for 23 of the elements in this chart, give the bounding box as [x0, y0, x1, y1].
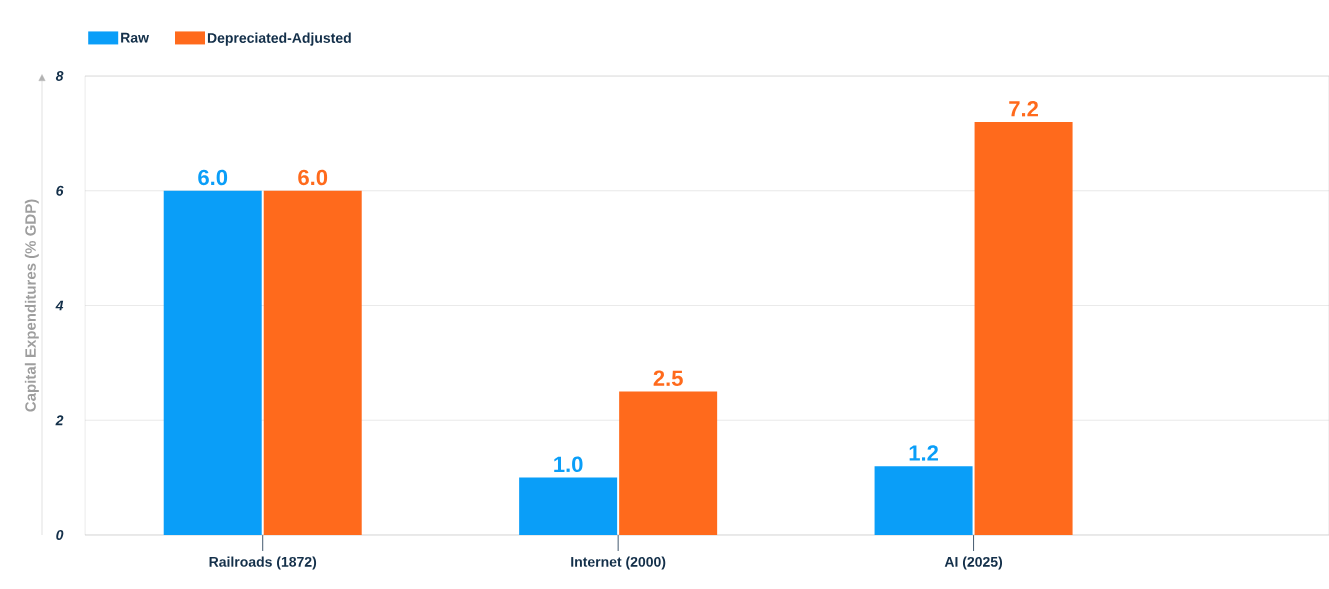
- bar: [619, 391, 718, 535]
- bar: [974, 121, 1073, 535]
- data-label: 6.0: [198, 169, 228, 186]
- y-tick-label: 8: [55, 71, 64, 81]
- data-label: 6.0: [298, 169, 328, 186]
- x-tick-label: AI (2025): [944, 556, 1003, 570]
- legend-label: Raw: [121, 32, 150, 43]
- data-label: 2.5: [653, 370, 683, 387]
- x-tick-label: Internet (2000): [571, 556, 666, 570]
- y-tick-label: 0: [56, 530, 64, 540]
- x-tick-label: Railroads (1872): [209, 556, 317, 570]
- data-label: 1.0: [554, 456, 583, 473]
- data-label: 1.2: [909, 445, 938, 461]
- bar: [263, 190, 362, 535]
- bar: [874, 466, 973, 535]
- data-label: 7.2: [1009, 100, 1038, 117]
- bar: [163, 190, 262, 535]
- y-axis-title: Capital Expenditures (% GDP): [24, 199, 39, 412]
- y-tick-label: 2: [55, 415, 64, 426]
- legend-label: Depreciated-Adjusted: [207, 32, 351, 46]
- y-tick-label: 4: [55, 300, 64, 311]
- bar: [519, 477, 618, 535]
- y-tick-label: 6: [56, 185, 64, 196]
